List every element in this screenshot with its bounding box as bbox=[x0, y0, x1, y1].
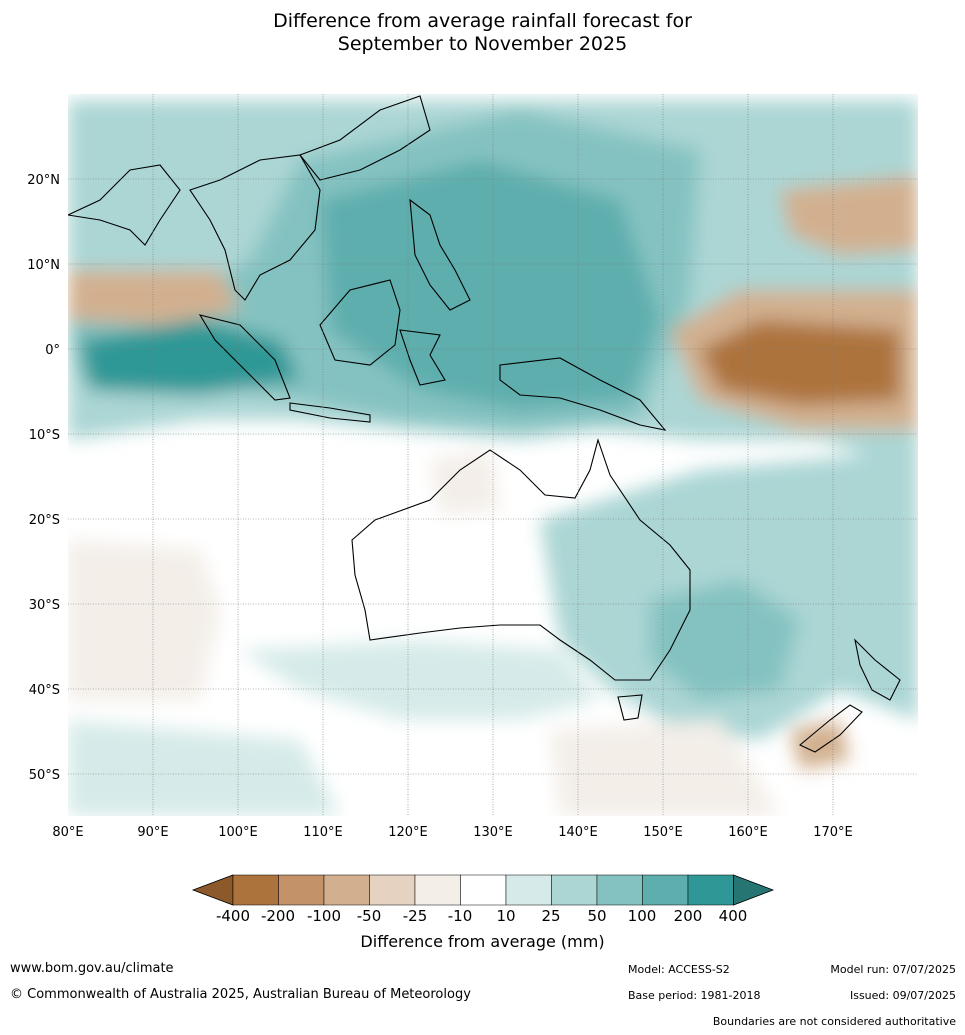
lon-label: 160°E bbox=[728, 825, 768, 840]
colorbar-tick-label: 200 bbox=[673, 907, 703, 925]
lat-label: 40°S bbox=[29, 683, 60, 698]
colorbar-bin bbox=[323, 874, 370, 906]
title-line-2: September to November 2025 bbox=[337, 33, 628, 55]
dry-region-west bbox=[68, 540, 220, 700]
colorbar-bin bbox=[551, 874, 598, 906]
lat-label: 10°N bbox=[27, 258, 60, 273]
colorbar-bin bbox=[642, 874, 689, 906]
dry-region-pacific-core bbox=[700, 320, 900, 405]
colorbar-tick-label: -400 bbox=[215, 907, 251, 925]
model-text: Model: ACCESS-S2 bbox=[628, 963, 730, 976]
coast-sumatra bbox=[198, 314, 291, 401]
colorbar-bin bbox=[687, 874, 734, 906]
colorbar-tick-label: 25 bbox=[541, 907, 561, 925]
colorbar-tick-label: 50 bbox=[587, 907, 607, 925]
lon-label: 150°E bbox=[643, 825, 683, 840]
lon-label: 80°E bbox=[52, 825, 83, 840]
colorbar-title: Difference from average (mm) bbox=[360, 932, 605, 951]
coast-china bbox=[299, 95, 431, 181]
lat-label: 30°S bbox=[29, 598, 60, 613]
dry-region-nz bbox=[790, 720, 850, 770]
coast-indochina bbox=[189, 154, 321, 301]
coast-tasmania bbox=[617, 694, 643, 721]
lon-label: 120°E bbox=[388, 825, 428, 840]
disclaimer-text: Boundaries are not considered authoritat… bbox=[712, 1015, 956, 1028]
graticule bbox=[68, 94, 918, 816]
lon-label: 130°E bbox=[473, 825, 513, 840]
lat-label: 10°S bbox=[29, 428, 60, 443]
colorbar-bin bbox=[278, 874, 325, 906]
wet-region-core bbox=[320, 160, 660, 410]
coast-new-zealand-north bbox=[854, 638, 901, 701]
coast-philippines bbox=[409, 198, 471, 311]
dry-region-nw-shelf bbox=[430, 450, 500, 515]
dry-region-indian bbox=[68, 270, 240, 325]
dry-region-north-pacific bbox=[780, 175, 918, 255]
colorbar-bin bbox=[232, 874, 279, 906]
colorbar-tick-label: 100 bbox=[627, 907, 657, 925]
colorbar-bin bbox=[596, 874, 643, 906]
lat-label: 20°N bbox=[27, 173, 60, 188]
colorbar-extend-high bbox=[733, 874, 775, 906]
wet-region-southern-ocean bbox=[68, 720, 340, 816]
colorbar-tick-label: 10 bbox=[496, 907, 516, 925]
coast-borneo bbox=[319, 279, 401, 366]
colorbar-tick-label: 400 bbox=[718, 907, 748, 925]
lat-label: 50°S bbox=[29, 768, 60, 783]
colorbar-bin bbox=[505, 874, 552, 906]
lon-label: 140°E bbox=[558, 825, 598, 840]
colorbar-tick-label: -10 bbox=[447, 907, 473, 925]
model-run-text: Model run: 07/07/2025 bbox=[830, 963, 956, 976]
colorbar-extend-low bbox=[191, 874, 234, 906]
wet-region-south bbox=[240, 640, 600, 720]
chart-title: Difference from average rainfall forecas… bbox=[0, 10, 965, 56]
lon-label: 110°E bbox=[303, 825, 343, 840]
colorbar-tick-label: -25 bbox=[402, 907, 428, 925]
colorbar-tick-label: -200 bbox=[260, 907, 296, 925]
colorbar-tick-label: -100 bbox=[306, 907, 342, 925]
coast-new-guinea bbox=[499, 357, 667, 431]
title-line-1: Difference from average rainfall forecas… bbox=[273, 10, 692, 32]
colorbar-tick-label: -50 bbox=[356, 907, 382, 925]
issued-text: Issued: 09/07/2025 bbox=[849, 989, 956, 1002]
coast-java bbox=[289, 402, 371, 423]
coast-sulawesi bbox=[399, 329, 446, 386]
lon-label: 100°E bbox=[218, 825, 258, 840]
lat-label: 20°S bbox=[29, 513, 60, 528]
website-link[interactable]: www.bom.gov.au/climate bbox=[10, 961, 174, 976]
colorbar-bin bbox=[369, 874, 416, 906]
base-period-text: Base period: 1981-2018 bbox=[628, 989, 761, 1002]
coast-australia bbox=[351, 438, 691, 681]
lat-label: 0° bbox=[45, 343, 60, 358]
colorbar-bin bbox=[414, 874, 461, 906]
copyright-text: © Commonwealth of Australia 2025, Austra… bbox=[10, 987, 471, 1002]
colorbar bbox=[191, 874, 775, 906]
wet-region-indian-ocean bbox=[80, 320, 300, 395]
coastlines bbox=[68, 95, 901, 753]
lon-label: 170°E bbox=[813, 825, 853, 840]
anomaly-field bbox=[68, 94, 918, 816]
lon-label: 90°E bbox=[137, 825, 168, 840]
coast-india bbox=[68, 164, 181, 246]
coast-new-zealand-south bbox=[798, 704, 863, 753]
wet-region-tasman bbox=[650, 580, 800, 700]
colorbar-bin bbox=[460, 874, 507, 906]
dry-region-south-east bbox=[550, 720, 780, 816]
